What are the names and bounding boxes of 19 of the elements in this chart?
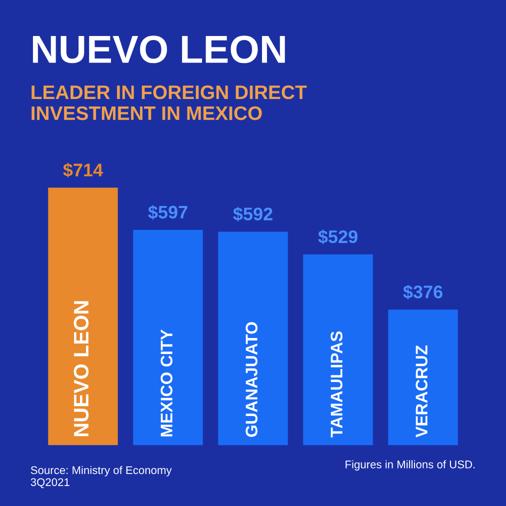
source-note: Source: Ministry of Economy 3Q2021 [30,466,172,488]
x-tick-label: MEXICO CITY [160,329,172,436]
data-label: $592 [233,206,272,222]
bar [133,230,203,446]
chart-subtitle: LEADER IN FOREIGN DIRECT INVESTMENT IN MEXICO [32,85,307,120]
data-label: $597 [148,205,188,220]
data-label: $376 [403,284,442,300]
chart-title: NUEVO LEON [32,36,285,64]
data-label: $714 [63,162,103,178]
bar [48,188,118,446]
x-tick-label: TAMAULIPAS [330,331,342,438]
bar [303,254,373,446]
bar [388,310,458,446]
text: Figures in Millions of USD. [346,460,475,471]
data-label: $529 [318,230,358,244]
x-tick-label: VERACRUZ [416,345,428,438]
x-tick-label: GUANAJUATO [246,322,258,437]
bar [218,232,288,446]
x-tick-label: NUEVO LEON [74,301,89,436]
